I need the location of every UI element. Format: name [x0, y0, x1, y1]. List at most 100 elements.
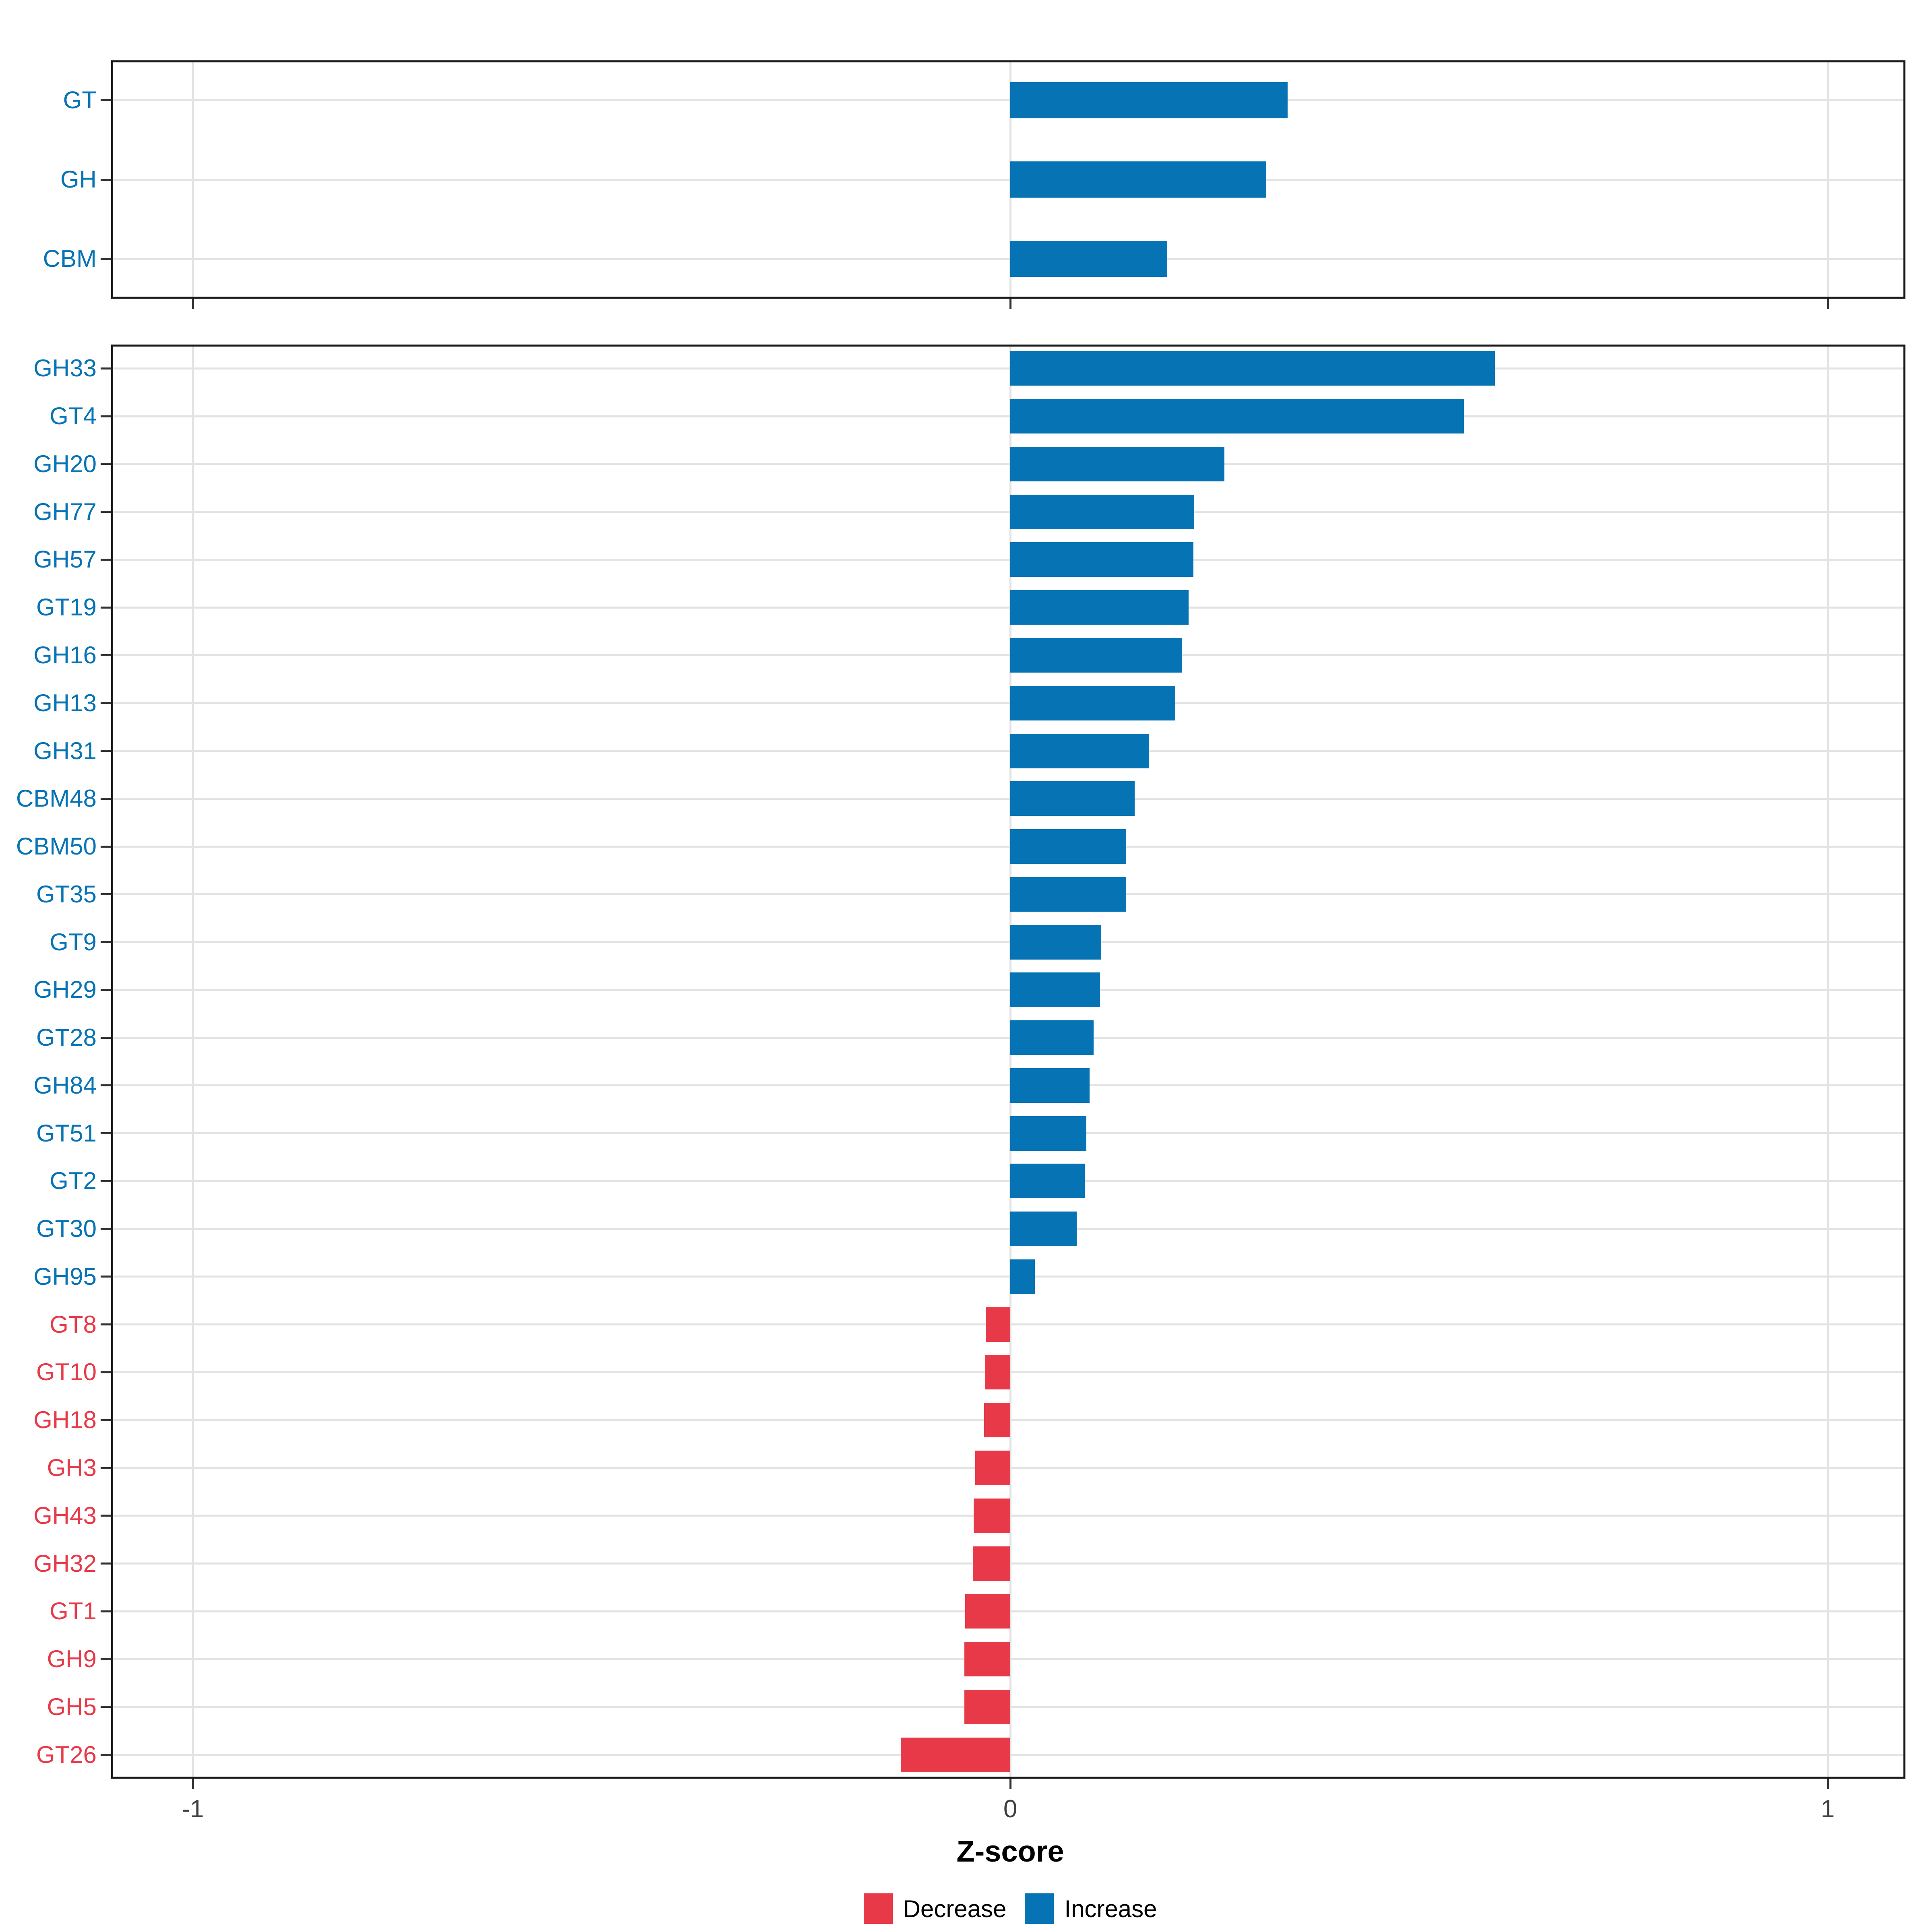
- y-tick-mark: [101, 1419, 111, 1421]
- x-gridline-1: [1827, 347, 1829, 1777]
- y-gridline: [113, 1180, 1903, 1182]
- category-label-GT26: GT26: [36, 1741, 97, 1768]
- bar-GT26: [900, 1737, 1011, 1772]
- y-tick-mark: [101, 941, 111, 943]
- bar-GH43: [973, 1498, 1011, 1533]
- legend-swatch-increase: [1025, 1893, 1054, 1924]
- bar-GH57: [1010, 542, 1193, 577]
- category-label-CBM48: CBM48: [16, 785, 97, 812]
- y-tick-mark: [101, 558, 111, 561]
- y-gridline: [113, 178, 1903, 181]
- bar-GH5: [964, 1689, 1011, 1724]
- legend-item-decrease: Decrease: [863, 1893, 1007, 1924]
- bar-GH31: [1010, 733, 1150, 768]
- bar-GH77: [1010, 494, 1195, 529]
- x-axis-title: Z-score: [956, 1835, 1064, 1868]
- x-tick-mark: [1009, 299, 1011, 309]
- bar-GT4: [1010, 399, 1464, 434]
- y-gridline: [113, 606, 1903, 609]
- bar-GH32: [972, 1546, 1011, 1581]
- y-tick-mark: [101, 258, 111, 260]
- bar-CBM48: [1010, 781, 1135, 816]
- category-label-GH33: GH33: [33, 355, 97, 382]
- y-tick-mark: [101, 1132, 111, 1135]
- x-tick-label--1: -1: [182, 1795, 204, 1823]
- y-tick-mark: [101, 606, 111, 609]
- y-gridline: [113, 1084, 1903, 1087]
- y-gridline: [113, 750, 1903, 752]
- y-tick-mark: [101, 1706, 111, 1708]
- bar-GH13: [1010, 685, 1176, 720]
- bar-GT9: [1010, 925, 1101, 960]
- x-tick-mark: [1827, 299, 1829, 309]
- y-gridline: [113, 258, 1903, 260]
- category-label-GT19: GT19: [36, 594, 97, 621]
- x-tick-mark: [192, 1779, 194, 1789]
- y-gridline: [113, 511, 1903, 513]
- x-tick-mark: [1009, 1779, 1011, 1789]
- category-label-GH31: GH31: [33, 737, 97, 764]
- y-gridline: [113, 463, 1903, 465]
- bar-CBM50: [1010, 829, 1127, 864]
- category-label-GH84: GH84: [33, 1071, 97, 1099]
- category-label-GH13: GH13: [33, 689, 97, 716]
- x-tick-mark: [1827, 1779, 1829, 1789]
- y-tick-mark: [101, 750, 111, 752]
- bar-GH: [1010, 161, 1266, 198]
- y-tick-mark: [101, 1563, 111, 1565]
- legend-label-decrease: Decrease: [903, 1895, 1007, 1922]
- category-label-CBM: CBM: [43, 245, 97, 272]
- y-gridline: [113, 415, 1903, 417]
- bar-GT19: [1010, 590, 1189, 625]
- bar-GH9: [964, 1642, 1011, 1677]
- top-panel: [111, 60, 1905, 299]
- category-label-GH5: GH5: [47, 1693, 97, 1720]
- bar-GH3: [975, 1451, 1011, 1486]
- y-tick-mark: [101, 989, 111, 991]
- category-label-CBM50: CBM50: [16, 833, 97, 860]
- bar-GT35: [1010, 877, 1127, 912]
- category-label-GT: GT: [63, 86, 97, 114]
- y-gridline: [113, 941, 1903, 943]
- y-gridline: [113, 893, 1903, 896]
- bar-GT51: [1010, 1116, 1086, 1151]
- category-label-GT35: GT35: [36, 880, 97, 908]
- category-label-GT4: GT4: [50, 402, 97, 430]
- y-tick-mark: [101, 1228, 111, 1230]
- y-tick-mark: [101, 511, 111, 513]
- category-label-GT10: GT10: [36, 1358, 97, 1386]
- bar-GH29: [1010, 972, 1100, 1007]
- y-tick-mark: [101, 1610, 111, 1612]
- legend: Decrease Increase: [863, 1893, 1157, 1924]
- y-tick-mark: [101, 797, 111, 800]
- y-tick-mark: [101, 893, 111, 896]
- x-tick-label-1: 1: [1821, 1795, 1835, 1823]
- category-label-GT28: GT28: [36, 1024, 97, 1051]
- bar-GT1: [965, 1594, 1011, 1629]
- bar-GH20: [1010, 446, 1225, 481]
- y-gridline: [113, 654, 1903, 656]
- y-gridline: [113, 1228, 1903, 1230]
- bar-GH18: [984, 1403, 1011, 1438]
- x-tick-label-0: 0: [1003, 1795, 1018, 1823]
- category-label-GH32: GH32: [33, 1550, 97, 1577]
- y-gridline: [113, 99, 1903, 101]
- y-tick-mark: [101, 415, 111, 417]
- y-gridline: [113, 1276, 1903, 1278]
- category-label-GH43: GH43: [33, 1502, 97, 1529]
- y-gridline: [113, 989, 1903, 991]
- y-tick-mark: [101, 1371, 111, 1373]
- y-tick-mark: [101, 1180, 111, 1182]
- bar-GT10: [985, 1355, 1011, 1390]
- bar-GH84: [1010, 1068, 1090, 1103]
- y-tick-mark: [101, 1084, 111, 1087]
- bar-GT8: [986, 1307, 1011, 1342]
- y-tick-mark: [101, 463, 111, 465]
- y-tick-mark: [101, 367, 111, 369]
- category-label-GT9: GT9: [50, 928, 97, 956]
- y-tick-mark: [101, 1658, 111, 1660]
- category-label-GH16: GH16: [33, 641, 97, 669]
- y-tick-mark: [101, 845, 111, 848]
- y-tick-mark: [101, 178, 111, 181]
- bar-GT28: [1010, 1020, 1094, 1055]
